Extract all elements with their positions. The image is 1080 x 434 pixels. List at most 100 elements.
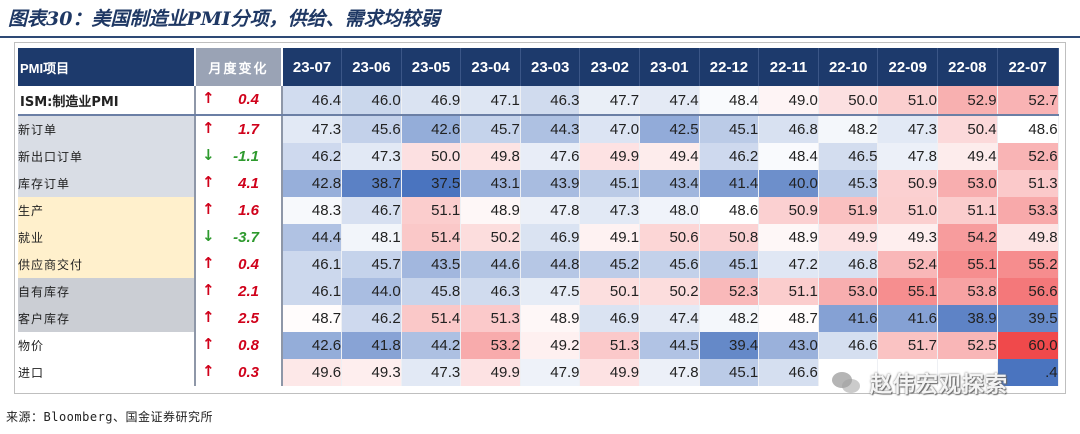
- row-label: 物价: [18, 332, 196, 359]
- value-cell: 49.9: [818, 224, 879, 251]
- value-cell: 46.6: [758, 359, 819, 386]
- value-cell: 48.9: [460, 197, 521, 224]
- row-label: 供应商交付: [18, 251, 196, 278]
- value-cell: 45.7: [460, 115, 521, 143]
- value-cell: 51.3: [579, 332, 641, 359]
- header-month: 22-12: [699, 48, 760, 86]
- change-value: 0.8: [238, 337, 259, 354]
- header-change: 月度变化: [194, 48, 283, 86]
- header-month: 22-09: [877, 48, 939, 86]
- table-row: 物价 ↑ 0.8 42.6 41.8 44.2 53.2 49.2 51.3 44.5 39.4 43…: [18, 332, 1059, 359]
- value-cell: 49.0: [758, 86, 819, 116]
- arrow-up-icon: ↑: [202, 335, 215, 353]
- value-cell: 46.3: [460, 278, 521, 305]
- value-cell: 49.9: [579, 143, 641, 170]
- value-cell: 49.4: [639, 143, 700, 170]
- table-row: 库存订单 ↑ 4.1 42.8 38.7 37.5 43.1 43.9 45.1 43.4 41.4…: [18, 170, 1059, 197]
- value-cell: 51.7: [877, 332, 939, 359]
- arrow-up-icon: ↑: [202, 308, 215, 326]
- value-cell: 41.6: [818, 305, 879, 332]
- arrow-up-icon: ↑: [202, 173, 215, 191]
- value-cell: 46.2: [699, 143, 760, 170]
- monthly-change: ↓ -1.1: [195, 143, 283, 170]
- header-month: 22-10: [818, 48, 879, 86]
- change-value: 1.7: [238, 121, 259, 138]
- value-cell: [877, 359, 939, 386]
- value-cell: 37.5: [401, 170, 462, 197]
- value-cell: 44.5: [639, 332, 700, 359]
- arrow-up-icon: ↑: [202, 362, 215, 380]
- value-cell: 53.0: [818, 278, 879, 305]
- table-row: 新出口订单 ↓ -1.1 46.2 47.3 50.0 49.8 47.6 49.9 49.4 46…: [18, 143, 1059, 170]
- value-cell: 49.6: [282, 359, 343, 386]
- value-cell: 50.1: [579, 278, 641, 305]
- value-cell: 49.8: [997, 224, 1059, 251]
- change-value: 0.4: [238, 256, 259, 273]
- value-cell: 50.0: [818, 86, 879, 116]
- value-cell: 49.1: [579, 224, 641, 251]
- value-cell: 43.0: [758, 332, 819, 359]
- value-cell: 50.2: [460, 224, 521, 251]
- arrow-down-icon: ↓: [202, 227, 215, 245]
- value-cell: 44.6: [460, 251, 521, 278]
- value-cell: 49.8: [460, 143, 521, 170]
- value-cell: 48.9: [758, 224, 819, 251]
- value-cell: 47.9: [520, 359, 581, 386]
- value-cell: 49.9: [579, 359, 641, 386]
- value-cell: 47.1: [460, 86, 521, 116]
- value-cell: 51.0: [877, 86, 939, 116]
- monthly-change: ↑ 0.4: [195, 251, 283, 278]
- value-cell: 50.8: [699, 224, 760, 251]
- header-month: 22-08: [937, 48, 998, 86]
- value-cell: 49.3: [341, 359, 402, 386]
- value-cell: 48.6: [997, 115, 1059, 143]
- value-cell: 46.6: [818, 332, 879, 359]
- value-cell: 49.3: [877, 224, 939, 251]
- value-cell: 52.9: [937, 86, 998, 116]
- value-cell: 56.6: [997, 278, 1059, 305]
- header-month: 23-06: [341, 48, 402, 86]
- table-row: 自有库存 ↑ 2.1 46.1 44.0 45.8 46.3 47.5 50.1 50.2 52.3…: [18, 278, 1059, 305]
- figure-title: 图表30：美国制造业PMI分项，供给、需求均较弱: [8, 8, 440, 30]
- value-cell: 52.4: [877, 251, 939, 278]
- value-cell: 50.0: [401, 143, 462, 170]
- value-cell: 47.3: [282, 115, 343, 143]
- row-label: ISM:制造业PMI: [18, 86, 196, 116]
- value-cell: 45.3: [818, 170, 879, 197]
- value-cell: 45.7: [341, 251, 402, 278]
- value-cell: 46.7: [341, 197, 402, 224]
- value-cell: 48.2: [818, 115, 879, 143]
- arrow-down-icon: ↓: [202, 146, 215, 164]
- change-value: 2.5: [238, 310, 259, 327]
- value-cell: 51.3: [460, 305, 521, 332]
- monthly-change: ↑ 4.1: [195, 170, 283, 197]
- pmi-heatmap-table: PMI项目 月度变化 23-07 23-06 23-05 23-04 23-03 23-0…: [18, 48, 1059, 386]
- change-value: 4.1: [238, 175, 259, 192]
- value-cell: 45.8: [401, 278, 462, 305]
- value-cell: 49.9: [460, 359, 521, 386]
- value-cell: 43.4: [639, 170, 700, 197]
- value-cell: 51.0: [877, 197, 939, 224]
- change-value: 0.4: [238, 91, 259, 108]
- row-label: 生产: [18, 197, 196, 224]
- header-month: 23-05: [401, 48, 462, 86]
- value-cell: 47.3: [341, 143, 402, 170]
- value-cell: 49.2: [520, 332, 581, 359]
- value-cell: 46.3: [520, 86, 581, 116]
- monthly-change: ↑ 2.5: [195, 305, 283, 332]
- table-row: 就业 ↓ -3.7 44.4 48.1 51.4 50.2 46.9 49.1 50.6 50.8 4…: [18, 224, 1059, 251]
- value-cell: 48.4: [699, 86, 760, 116]
- value-cell: 46.2: [341, 305, 402, 332]
- value-cell: 53.2: [460, 332, 521, 359]
- value-cell: 45.6: [639, 251, 700, 278]
- value-cell: 48.1: [341, 224, 402, 251]
- value-cell: 53.8: [937, 278, 998, 305]
- value-cell: 50.2: [639, 278, 700, 305]
- table-row: 供应商交付 ↑ 0.4 46.1 45.7 43.5 44.6 44.8 45.2 45.6 45.…: [18, 251, 1059, 278]
- value-cell: 51.3: [997, 170, 1059, 197]
- row-label: 进口: [18, 359, 196, 386]
- value-cell: 46.2: [282, 143, 343, 170]
- row-label: 新订单: [18, 115, 196, 143]
- value-cell: 43.9: [520, 170, 581, 197]
- value-cell: 41.6: [877, 305, 939, 332]
